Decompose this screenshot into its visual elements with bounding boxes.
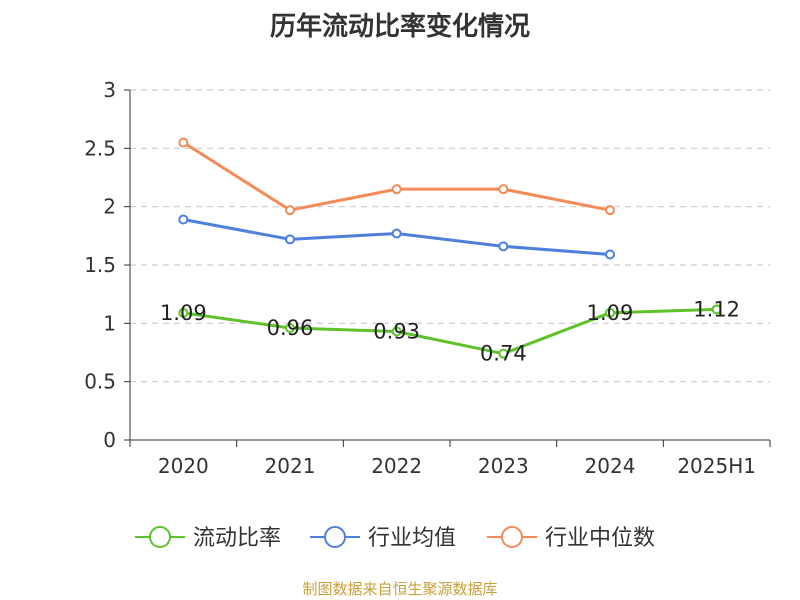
y-tick-label: 3 (103, 78, 116, 102)
data-point (391, 184, 402, 195)
data-point (605, 205, 615, 216)
data-point (178, 214, 189, 225)
data-point (711, 304, 722, 315)
legend-swatch-marker (324, 526, 346, 548)
series-line (183, 307, 717, 356)
y-tick-label: 0 (103, 428, 116, 452)
data-label: 1.09 (160, 301, 207, 325)
y-tick-label: 0.5 (84, 370, 116, 394)
source-note: 制图数据来自恒生聚源数据库 (302, 580, 498, 598)
x-tick-label: 2024 (585, 454, 636, 478)
y-tick-label: 1 (103, 311, 116, 335)
data-point (605, 307, 615, 318)
data-point (498, 241, 509, 252)
data-point (498, 348, 509, 359)
data-point (285, 323, 295, 333)
x-tick-label: 2025H1 (677, 454, 756, 478)
data-label: 0.96 (267, 316, 314, 340)
x-tick-label: 2023 (478, 454, 529, 478)
y-tick-label: 1.5 (84, 253, 116, 277)
legend-label: 行业均值 (368, 526, 456, 551)
data-point (498, 184, 509, 195)
data-label: 0.74 (480, 342, 527, 366)
data-point (285, 234, 295, 245)
data-label: 1.09 (587, 301, 634, 325)
data-point (285, 205, 295, 216)
legend-label: 流动比率 (193, 526, 281, 551)
data-label: 0.93 (373, 320, 420, 344)
legend-swatch-marker (501, 526, 523, 548)
data-point (178, 137, 189, 148)
chart-title: 历年流动比率变化情况 (269, 12, 530, 42)
series-line (182, 141, 611, 212)
y-tick-label: 2.5 (84, 136, 116, 160)
x-tick-label: 2020 (158, 454, 209, 478)
legend-label: 行业中位数 (545, 526, 655, 551)
x-tick-label: 2021 (265, 454, 316, 478)
y-tick-label: 2 (103, 195, 116, 219)
data-point (391, 228, 402, 239)
legend-swatch-marker (149, 526, 171, 548)
x-tick-label: 2022 (371, 454, 422, 478)
data-label: 1.12 (693, 297, 740, 321)
data-point (178, 307, 189, 318)
data-point (605, 249, 615, 260)
data-point (391, 326, 402, 337)
